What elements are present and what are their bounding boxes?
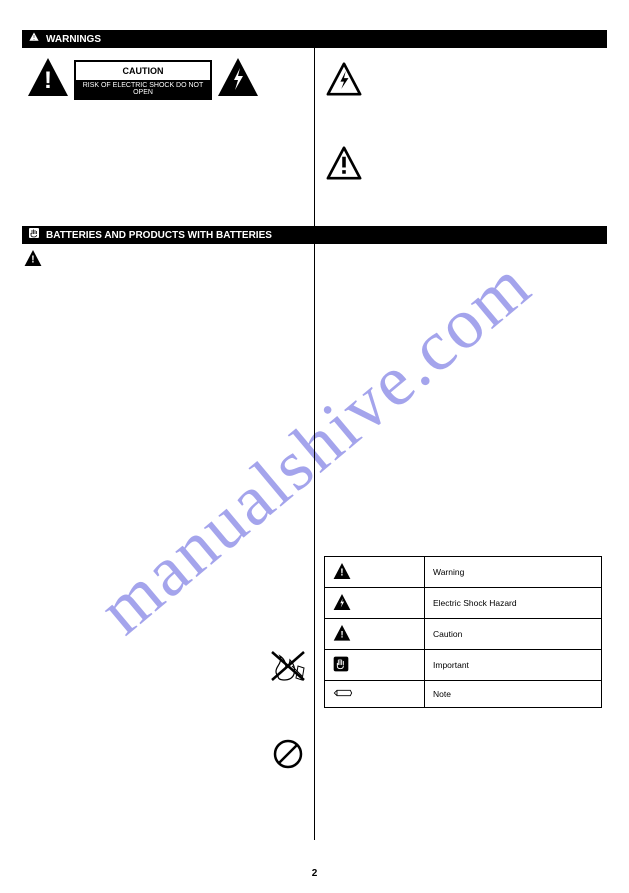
svg-text:!: !: [44, 67, 52, 94]
svg-text:!: !: [340, 568, 343, 579]
svg-text:!: !: [31, 255, 34, 266]
caution-block: ! CAUTION RISK OF ELECTRIC SHOCK DO NOT …: [28, 58, 258, 101]
warning-triangle-icon: !: [333, 563, 351, 579]
caution-subtitle: RISK OF ELECTRIC SHOCK DO NOT OPEN: [76, 80, 210, 98]
symbol-cell: !: [325, 557, 425, 588]
symbol-label: Warning: [425, 557, 602, 588]
stop-hand-icon: [333, 656, 349, 672]
shock-triangle-icon: [218, 58, 258, 101]
shock-triangle-icon: [333, 594, 351, 610]
symbol-cell: [325, 650, 425, 681]
symbol-legend-table: ! Warning Electric Shock Hazard ! Cautio…: [324, 556, 602, 708]
section-title: WARNINGS: [46, 34, 101, 45]
column-divider: [314, 244, 315, 840]
symbol-label: Important: [425, 650, 602, 681]
section-header-batteries: BATTERIES AND PRODUCTS WITH BATTERIES: [22, 226, 607, 244]
symbol-label: Electric Shock Hazard: [425, 588, 602, 619]
warning-triangle-outline-icon: [326, 146, 362, 185]
symbol-cell: !: [325, 619, 425, 650]
table-row: Note: [325, 681, 602, 708]
warning-triangle-icon: [28, 30, 40, 48]
note-pencil-icon: [333, 687, 353, 699]
symbol-label: Caution: [425, 619, 602, 650]
symbol-label: Note: [425, 681, 602, 708]
column-divider: [314, 48, 315, 226]
warning-triangle-small-icon: !: [24, 250, 42, 271]
symbol-cell: [325, 588, 425, 619]
warning-triangle-icon: !: [28, 58, 68, 101]
no-fire-disposal-icon: [268, 646, 308, 689]
shock-triangle-outline-icon: [326, 62, 362, 101]
table-row: ! Warning: [325, 557, 602, 588]
svg-text:!: !: [340, 630, 343, 640]
caution-triangle-icon: !: [333, 625, 351, 641]
symbol-cell: [325, 681, 425, 708]
section-header-warnings: WARNINGS: [22, 30, 607, 48]
table-row: Important: [325, 650, 602, 681]
prohibition-icon: [272, 738, 304, 775]
page-number: 2: [312, 868, 318, 879]
caution-title: CAUTION: [76, 62, 210, 80]
section-title: BATTERIES AND PRODUCTS WITH BATTERIES: [46, 230, 272, 241]
table-row: ! Caution: [325, 619, 602, 650]
table-row: Electric Shock Hazard: [325, 588, 602, 619]
caution-box: CAUTION RISK OF ELECTRIC SHOCK DO NOT OP…: [74, 60, 212, 100]
stop-hand-icon: [28, 226, 40, 244]
